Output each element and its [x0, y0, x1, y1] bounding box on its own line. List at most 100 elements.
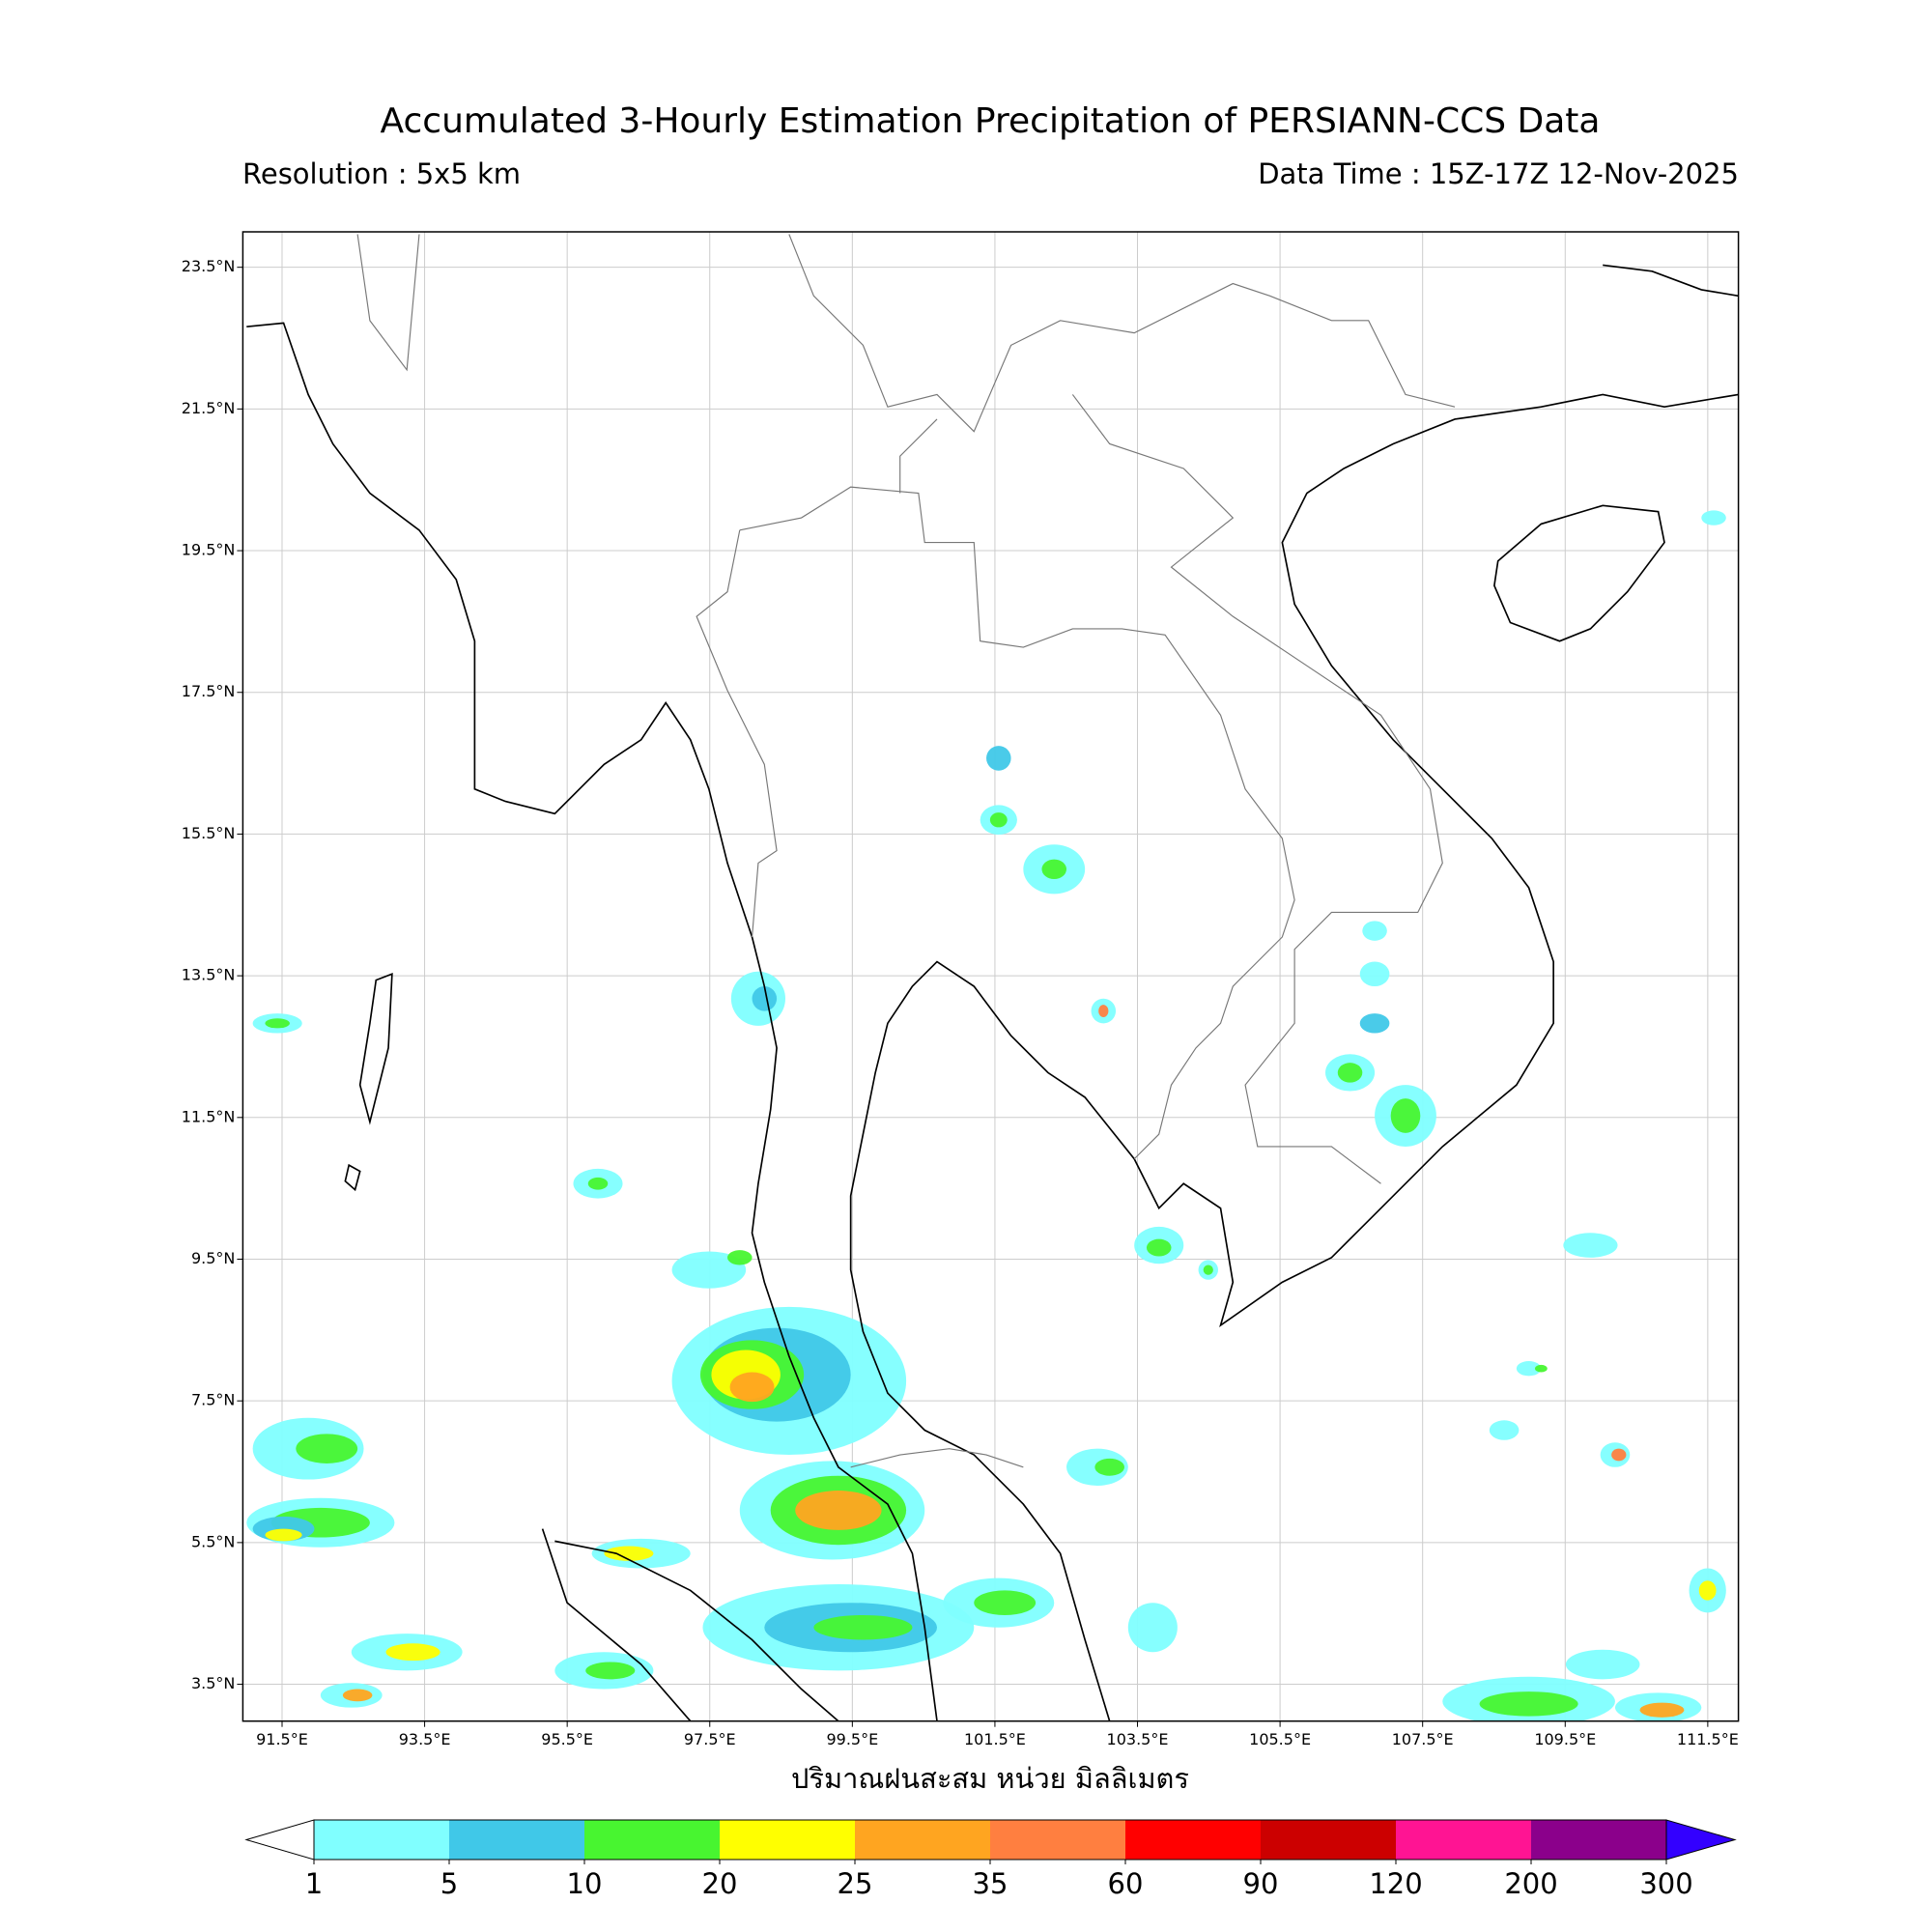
x-tick-label: 97.5°E	[684, 1730, 736, 1748]
rain-cell	[342, 1689, 373, 1702]
rain-cell	[795, 1491, 882, 1530]
rain-cell	[813, 1614, 913, 1640]
colorbar-segment	[1531, 1820, 1666, 1860]
map-axes: 91.5°E 93.5°E 95.5°E 97.5°E 99.5°E 101.5°E 103…	[182, 257, 1739, 1748]
rain-cell	[604, 1546, 654, 1561]
country-border	[696, 486, 1295, 1160]
rain-cell	[587, 1177, 609, 1190]
rain-cell	[729, 1372, 775, 1403]
rain-cell	[1489, 1420, 1520, 1440]
rain-cell	[1516, 1361, 1542, 1377]
x-tick-label: 101.5°E	[964, 1730, 1026, 1748]
colorbar-segment	[584, 1820, 720, 1860]
rain-cell	[1337, 1063, 1363, 1083]
y-tick-label: 17.5°N	[182, 682, 236, 700]
colorbar-label: 35	[973, 1867, 1009, 1900]
colorbar-label: 120	[1369, 1867, 1422, 1900]
rain-cell	[1701, 510, 1726, 526]
colorbar-segment	[314, 1820, 449, 1860]
rain-cell	[1359, 961, 1390, 987]
coastline	[1493, 504, 1665, 642]
coastline	[344, 973, 393, 1192]
x-tick-label: 111.5°E	[1677, 1730, 1739, 1748]
rain-cell	[1563, 1233, 1618, 1258]
x-tick-label: 109.5°E	[1534, 1730, 1596, 1748]
rain-cell	[1534, 1364, 1548, 1373]
rain-cell	[989, 812, 1008, 828]
y-tick-label: 23.5°N	[182, 257, 236, 275]
title: Accumulated 3-Hourly Estimation Precipit…	[381, 101, 1601, 141]
x-tick-label: 103.5°E	[1107, 1730, 1169, 1748]
colorbar-segment	[1261, 1820, 1396, 1860]
rain-cell	[1094, 1458, 1124, 1476]
map-frame	[242, 231, 1740, 1722]
rain-cell	[974, 1590, 1037, 1615]
coastline	[849, 393, 1739, 1721]
rain-cell	[265, 1018, 290, 1029]
data-time: Data Time : 15Z-17Z 12-Nov-2025	[1258, 157, 1739, 190]
rain-cell	[385, 1643, 440, 1662]
rain-cell	[752, 986, 778, 1011]
rain-cell	[585, 1662, 636, 1680]
colorbar-segment	[855, 1820, 990, 1860]
y-tick-label: 13.5°N	[182, 966, 236, 984]
rain-cell	[1041, 859, 1066, 880]
colorbar-segment	[720, 1820, 855, 1860]
x-tick-label: 95.5°E	[541, 1730, 593, 1748]
rain-cell	[1390, 1098, 1421, 1133]
colorbar-label: 20	[702, 1867, 738, 1900]
rain-cell	[1639, 1702, 1685, 1718]
colorbar-segment	[990, 1820, 1125, 1860]
rain-cell	[1146, 1238, 1172, 1257]
basemap-shapes	[246, 234, 1739, 1721]
precipitation	[246, 510, 1726, 1721]
y-tick-label: 21.5°N	[182, 399, 236, 417]
graticule	[242, 232, 1739, 1721]
colorbar-label: 5	[440, 1867, 458, 1900]
rain-cell	[1611, 1448, 1627, 1462]
colorbar-segment	[449, 1820, 584, 1860]
rain-cell	[671, 1251, 747, 1289]
rain-cell	[1479, 1691, 1578, 1717]
country-border	[850, 1448, 1024, 1468]
rain-cell	[265, 1528, 302, 1542]
rain-cell	[986, 746, 1011, 771]
y-tick-label: 9.5°N	[191, 1249, 235, 1267]
rain-cell	[1203, 1264, 1213, 1275]
colorbar-label: 200	[1504, 1867, 1557, 1900]
basemap	[246, 234, 1739, 1721]
y-tick-label: 5.5°N	[191, 1532, 235, 1550]
country-border	[356, 234, 1456, 1184]
x-tick-label: 93.5°E	[399, 1730, 451, 1748]
y-tick-label: 19.5°N	[182, 541, 236, 559]
x-tick-label: 107.5°E	[1392, 1730, 1454, 1748]
coastline	[1603, 264, 1739, 298]
x-tick-label: 105.5°E	[1249, 1730, 1311, 1748]
colorbar-segment	[1396, 1820, 1531, 1860]
colorbar: 1 5 10 20 25 35 60 90 120 200 300	[244, 1819, 1737, 1900]
colorbar-label: 300	[1639, 1867, 1692, 1900]
colorbar-label: 10	[567, 1867, 603, 1900]
rain-cell	[1359, 1013, 1390, 1034]
colorbar-segment	[1125, 1820, 1261, 1860]
resolution: Resolution : 5x5 km	[242, 157, 521, 190]
coastline	[541, 1528, 839, 1721]
y-tick-label: 15.5°N	[182, 824, 236, 842]
rain-cell	[1098, 1005, 1109, 1017]
colorbar-label: 25	[838, 1867, 873, 1900]
rain-cell	[1362, 921, 1387, 941]
rain-cell	[727, 1250, 753, 1265]
colorbar-label: 60	[1108, 1867, 1144, 1900]
x-tick-label: 91.5°E	[256, 1730, 308, 1748]
coastline	[246, 322, 938, 1721]
colorbar-label: 90	[1243, 1867, 1279, 1900]
rain-cell	[296, 1434, 358, 1463]
y-tick-label: 11.5°N	[182, 1107, 236, 1125]
y-tick-label: 7.5°N	[191, 1391, 235, 1409]
colorbar-label: 1	[305, 1867, 323, 1900]
rain-cell	[1127, 1603, 1178, 1653]
rain-cell	[1565, 1649, 1640, 1680]
